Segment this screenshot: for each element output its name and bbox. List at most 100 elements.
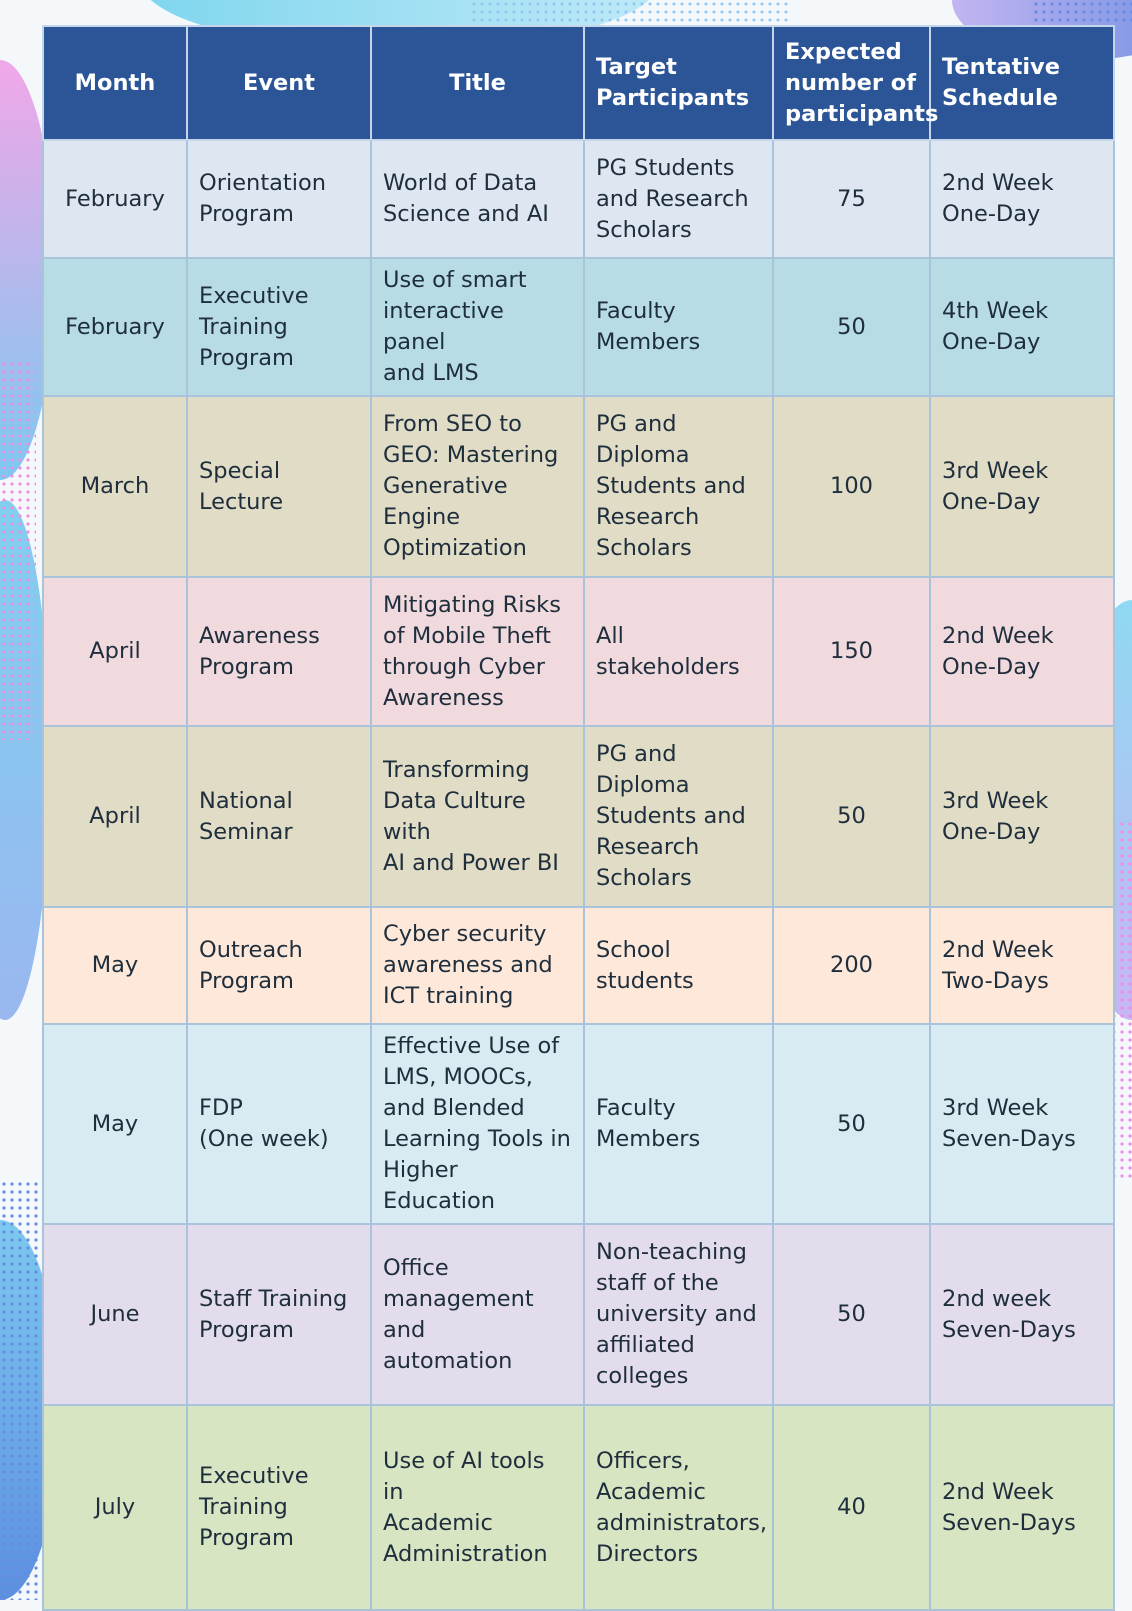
header-tentative-schedule: Tentative Schedule: [929, 25, 1115, 141]
cell-month: February: [42, 257, 188, 397]
cell-month: April: [42, 576, 188, 727]
cell-target-participants: PG and Diploma Students and Research Sch…: [583, 395, 774, 578]
cell-month: March: [42, 395, 188, 578]
cell-title-text: Effective Use of LMS, MOOCs, and Blended…: [383, 1033, 571, 1214]
table-header-row: Month Event Title Target Participants Ex…: [42, 25, 1115, 141]
header-month: Month: [42, 25, 188, 141]
table-row: February Executive Training Program Use of…: [42, 257, 1115, 397]
cell-title-text: Cyber security awareness and ICT trainin…: [383, 921, 553, 1009]
cell-target-participants-text: PG Students and Research Scholars: [596, 154, 749, 243]
cell-tentative-schedule-text: 2nd week Seven-Days: [942, 1285, 1076, 1343]
cell-event: FDP (One week): [186, 1023, 372, 1225]
cell-target-participants: PG Students and Research Scholars: [583, 139, 774, 259]
cell-title: From SEO to GEO: Mastering Generative En…: [370, 395, 585, 578]
cell-target-participants: PG and Diploma Students and Research Sch…: [583, 725, 774, 908]
cell-title-text: World of Data Science and AI: [383, 170, 549, 227]
cell-target-participants: Non-teaching staff of the university and…: [583, 1223, 774, 1406]
cell-tentative-schedule: 4th Week One-Day: [929, 257, 1115, 397]
cell-target-participants-text: Faculty Members: [596, 298, 701, 355]
cell-target-participants-text: Faculty Members: [596, 1095, 701, 1152]
cell-target-participants: School students: [583, 906, 774, 1025]
background-dots: [1032, 0, 1132, 26]
cell-title: Use of smart interactive panel and LMS: [370, 257, 585, 397]
cell-tentative-schedule-text: 2nd Week One-Day: [942, 622, 1054, 680]
table-row: July Executive Training Program Use of AI …: [42, 1404, 1115, 1611]
cell-title: Mitigating Risks of Mobile Theft through…: [370, 576, 585, 727]
cell-expected-participants-text: 150: [830, 638, 873, 664]
cell-event: Executive Training Program: [186, 257, 372, 397]
cell-expected-participants: 150: [772, 576, 931, 727]
cell-expected-participants-text: 50: [837, 313, 866, 340]
cell-tentative-schedule: 3rd Week One-Day: [929, 395, 1115, 578]
cell-expected-participants: 40: [772, 1404, 931, 1611]
cell-target-participants: Faculty Members: [583, 1023, 774, 1225]
cell-month: May: [42, 906, 188, 1025]
cell-target-participants-text: School students: [596, 936, 694, 994]
cell-event-text: Executive Training Program: [199, 1463, 309, 1551]
cell-title: Effective Use of LMS, MOOCs, and Blended…: [370, 1023, 585, 1225]
cell-expected-participants-text: 75: [837, 185, 866, 212]
cell-tentative-schedule-text: 3rd Week One-Day: [942, 787, 1049, 845]
cell-expected-participants-text: 100: [830, 473, 873, 499]
cell-title: World of Data Science and AI: [370, 139, 585, 259]
table-row: June Staff Training Program Office managem…: [42, 1223, 1115, 1406]
cell-title-text: Mitigating Risks of Mobile Theft through…: [383, 591, 561, 711]
cell-title: Use of AI tools in Academic Administrati…: [370, 1404, 585, 1611]
cell-target-participants-text: Officers, Academic administrators, Direc…: [596, 1447, 768, 1567]
cell-tentative-schedule: 2nd Week Seven-Days: [929, 1404, 1115, 1611]
cell-month-text: February: [65, 313, 165, 340]
header-event: Event: [186, 25, 372, 141]
cell-month-text: April: [89, 803, 141, 829]
table-row: February Orientation Program World of Data…: [42, 139, 1115, 259]
cell-target-participants-text: PG and Diploma Students and Research Sch…: [596, 411, 746, 561]
cell-expected-participants: 50: [772, 725, 931, 908]
event-schedule-table: Month Event Title Target Participants Ex…: [42, 25, 1115, 1611]
cell-event-text: Orientation Program: [199, 170, 327, 227]
cell-event-text: Special Lecture: [199, 457, 284, 515]
cell-title: Cyber security awareness and ICT trainin…: [370, 906, 585, 1025]
cell-expected-participants-text: 50: [837, 803, 866, 829]
cell-month: June: [42, 1223, 188, 1406]
cell-month-text: February: [65, 185, 165, 212]
cell-event: National Seminar: [186, 725, 372, 908]
cell-tentative-schedule: 3rd Week One-Day: [929, 725, 1115, 908]
cell-month-text: April: [89, 638, 141, 664]
cell-expected-participants: 200: [772, 906, 931, 1025]
background-dots: [0, 360, 36, 740]
cell-event: Outreach Program: [186, 906, 372, 1025]
cell-expected-participants-text: 200: [830, 952, 873, 978]
cell-tentative-schedule-text: 2nd Week Two-Days: [942, 936, 1054, 994]
cell-month-text: July: [94, 1494, 136, 1520]
cell-title: Office management and automation: [370, 1223, 585, 1406]
cell-event-text: Outreach Program: [199, 936, 303, 994]
cell-month-text: June: [90, 1301, 140, 1327]
cell-event: Staff Training Program: [186, 1223, 372, 1406]
table-row: April Awareness Program Mitigating Risks o…: [42, 576, 1115, 727]
cell-tentative-schedule-text: 3rd Week Seven-Days: [942, 1095, 1076, 1152]
cell-event: Orientation Program: [186, 139, 372, 259]
cell-title-text: Use of AI tools in Academic Administrati…: [383, 1447, 548, 1567]
cell-expected-participants-text: 50: [837, 1301, 866, 1327]
cell-event-text: FDP (One week): [199, 1095, 329, 1152]
cell-expected-participants: 50: [772, 1023, 931, 1225]
cell-month-text: May: [91, 1110, 139, 1137]
cell-title-text: Office management and automation: [383, 1254, 534, 1374]
cell-event-text: Staff Training Program: [199, 1285, 348, 1343]
cell-tentative-schedule-text: 2nd Week One-Day: [942, 170, 1054, 227]
cell-event: Executive Training Program: [186, 1404, 372, 1611]
table-row: April National Seminar Transforming Data C…: [42, 725, 1115, 908]
cell-tentative-schedule-text: 4th Week One-Day: [942, 298, 1049, 355]
cell-event: Special Lecture: [186, 395, 372, 578]
cell-target-participants: Officers, Academic administrators, Direc…: [583, 1404, 774, 1611]
cell-expected-participants: 75: [772, 139, 931, 259]
cell-tentative-schedule: 2nd Week One-Day: [929, 139, 1115, 259]
table-row: May FDP (One week) Effective Use of LMS, M…: [42, 1023, 1115, 1225]
cell-tentative-schedule-text: 3rd Week One-Day: [942, 457, 1049, 515]
cell-title: Transforming Data Culture with AI and Po…: [370, 725, 585, 908]
cell-event: Awareness Program: [186, 576, 372, 727]
cell-title-text: Transforming Data Culture with AI and Po…: [383, 756, 559, 876]
cell-title-text: Use of smart interactive panel and LMS: [383, 267, 527, 386]
background-dots: [0, 1180, 40, 1600]
cell-month-text: March: [80, 473, 150, 499]
cell-event-text: National Seminar: [199, 787, 293, 845]
